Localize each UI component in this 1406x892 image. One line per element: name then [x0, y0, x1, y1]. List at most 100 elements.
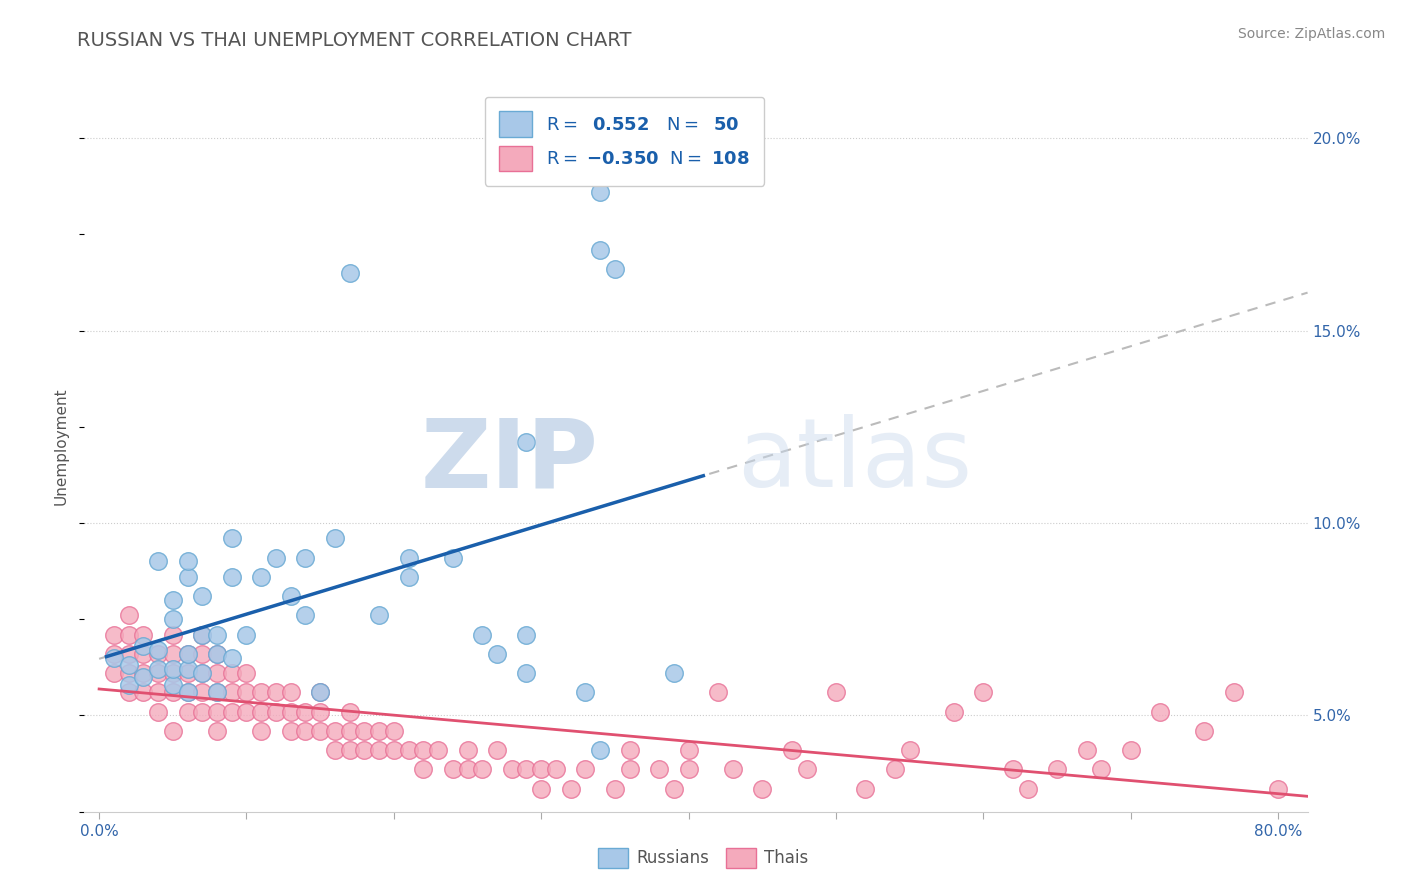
Point [176, 647, 198, 661]
Point [162, 662, 184, 676]
Point [117, 647, 139, 661]
Point [162, 685, 184, 699]
Point [205, 647, 228, 661]
Point [441, 550, 464, 565]
Point [309, 685, 332, 699]
Point [942, 705, 965, 719]
Point [530, 763, 553, 777]
Point [264, 550, 287, 565]
Point [205, 705, 228, 719]
Point [485, 647, 508, 661]
Point [250, 685, 273, 699]
Point [280, 723, 302, 738]
Point [678, 763, 700, 777]
Point [1076, 743, 1098, 757]
Point [1149, 705, 1171, 719]
Point [205, 647, 228, 661]
Point [339, 705, 361, 719]
Point [117, 666, 139, 681]
Point [191, 627, 214, 641]
Point [619, 743, 641, 757]
Point [235, 627, 257, 641]
Point [574, 763, 596, 777]
Point [191, 705, 214, 719]
Point [294, 705, 316, 719]
Point [280, 685, 302, 699]
Point [707, 685, 730, 699]
Point [678, 743, 700, 757]
Point [353, 743, 375, 757]
Point [132, 627, 155, 641]
Point [205, 723, 228, 738]
Point [221, 570, 243, 584]
Point [515, 627, 537, 641]
Point [117, 685, 139, 699]
Point [368, 743, 391, 757]
Point [191, 627, 214, 641]
Text: ZIP: ZIP [420, 414, 598, 508]
Point [132, 666, 155, 681]
Point [146, 666, 169, 681]
Point [353, 723, 375, 738]
Point [898, 743, 921, 757]
Point [560, 781, 582, 796]
Point [146, 685, 169, 699]
Legend: $\mathregular{R =}$  $\mathbf{0.552}$   $\mathregular{N =}$  $\mathbf{50}$, $\ma: $\mathregular{R =}$ $\mathbf{0.552}$ $\m… [485, 96, 765, 186]
Text: Source: ZipAtlas.com: Source: ZipAtlas.com [1237, 27, 1385, 41]
Point [323, 532, 346, 546]
Point [323, 743, 346, 757]
Point [457, 743, 479, 757]
Point [339, 723, 361, 738]
Point [103, 650, 125, 665]
Point [751, 781, 773, 796]
Point [574, 685, 596, 699]
Point [117, 608, 139, 623]
Point [441, 763, 464, 777]
Point [485, 743, 508, 757]
Point [368, 608, 391, 623]
Point [1017, 781, 1039, 796]
Point [309, 685, 332, 699]
Point [972, 685, 994, 699]
Point [1090, 763, 1112, 777]
Point [280, 589, 302, 603]
Point [264, 705, 287, 719]
Point [176, 685, 198, 699]
Point [103, 627, 125, 641]
Point [176, 647, 198, 661]
Point [117, 658, 139, 673]
Point [191, 666, 214, 681]
Point [205, 666, 228, 681]
Point [721, 763, 744, 777]
Point [515, 666, 537, 681]
Point [501, 763, 523, 777]
Point [412, 763, 434, 777]
Point [162, 593, 184, 607]
Point [103, 647, 125, 661]
Point [162, 723, 184, 738]
Point [205, 685, 228, 699]
Point [515, 435, 537, 450]
Point [1119, 743, 1142, 757]
Point [221, 666, 243, 681]
Point [398, 550, 420, 565]
Point [339, 266, 361, 280]
Point [855, 781, 877, 796]
Point [132, 670, 155, 684]
Point [530, 781, 553, 796]
Point [471, 627, 494, 641]
Point [250, 705, 273, 719]
Point [309, 723, 332, 738]
Text: atlas: atlas [737, 414, 973, 508]
Point [825, 685, 848, 699]
Point [339, 743, 361, 757]
Point [1194, 723, 1216, 738]
Point [264, 685, 287, 699]
Point [117, 678, 139, 692]
Point [589, 743, 612, 757]
Point [515, 763, 537, 777]
Legend: Russians, Thais: Russians, Thais [591, 841, 815, 875]
Point [589, 185, 612, 199]
Point [662, 666, 685, 681]
Point [176, 570, 198, 584]
